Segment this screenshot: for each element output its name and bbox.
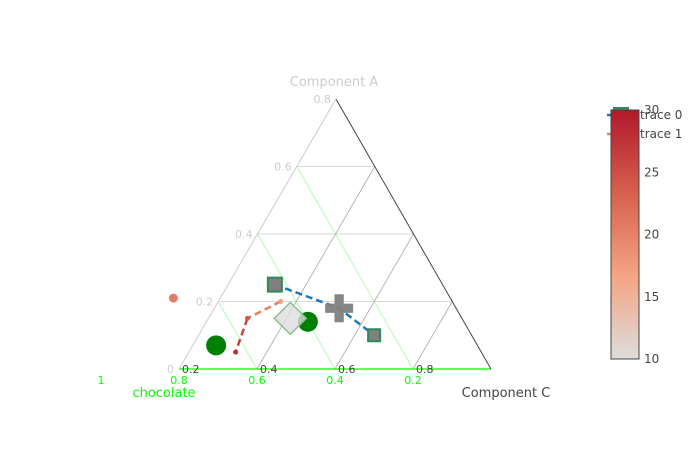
legend-trace-0-label: trace 0 (640, 108, 682, 122)
colorbar-tick-label: 25 (644, 165, 659, 179)
legend-trace-1-label: trace 1 (640, 127, 682, 141)
b-tick-label: 0.6 (248, 374, 266, 387)
b-tick-label: 1 (98, 374, 105, 387)
a-tick-label: 0.6 (274, 161, 292, 174)
grid-layer (179, 99, 491, 370)
colorbar: 10 15 20 25 30 (610, 103, 659, 366)
c-grid-line (256, 166, 376, 370)
c-axis-line (335, 98, 492, 370)
trace-1-marker (233, 349, 239, 355)
data-point-circle (206, 335, 227, 356)
a-tick-label: 0 (167, 363, 174, 376)
data-layer (168, 276, 382, 356)
b-axis-title: chocolate (132, 386, 195, 401)
a-axis-line (178, 98, 337, 370)
c-tick-label: 0.4 (260, 363, 278, 376)
colorbar-tick-label: 30 (644, 103, 659, 117)
c-axis-title: Component C (462, 386, 551, 401)
axis-layer: 00.20.40.60.80.20.40.60.810.2 0.4 0.6 0.8Co… (98, 75, 551, 401)
b-tick-label: 0.4 (326, 374, 344, 387)
data-point-diamond (273, 301, 308, 336)
a-tick-label: 0.2 (196, 296, 214, 309)
trace-1-marker (244, 315, 250, 321)
trace-0-marker (325, 294, 354, 323)
data-point-small (168, 293, 178, 303)
a-axis-title: Component A (290, 75, 379, 90)
a-tick-label: 0.8 (314, 93, 332, 106)
trace-1-line-segment (246, 300, 282, 320)
colorbar-tick-label: 10 (644, 352, 659, 366)
b-tick-label: 0.2 (404, 374, 422, 387)
trace-1-line-segment (234, 317, 249, 353)
b-tick-label: 0.8 (170, 374, 188, 387)
colorbar-bar (610, 109, 640, 360)
c-tick-label: 0.8 (416, 363, 434, 376)
c-tick-label: 0.6 (338, 363, 356, 376)
colorbar-tick-label: 20 (644, 228, 659, 242)
c-tick-label: 0.2 (182, 363, 200, 376)
trace-0-marker (367, 328, 382, 343)
trace-1-marker (278, 299, 284, 304)
b-grid-line (296, 166, 414, 370)
trace-0-marker (266, 276, 283, 293)
b-grid-line (217, 301, 258, 370)
a-tick-label: 0.4 (235, 228, 253, 241)
colorbar-tick-label: 15 (644, 290, 659, 304)
c-grid-line (412, 301, 453, 370)
c-grid-line (334, 233, 414, 370)
